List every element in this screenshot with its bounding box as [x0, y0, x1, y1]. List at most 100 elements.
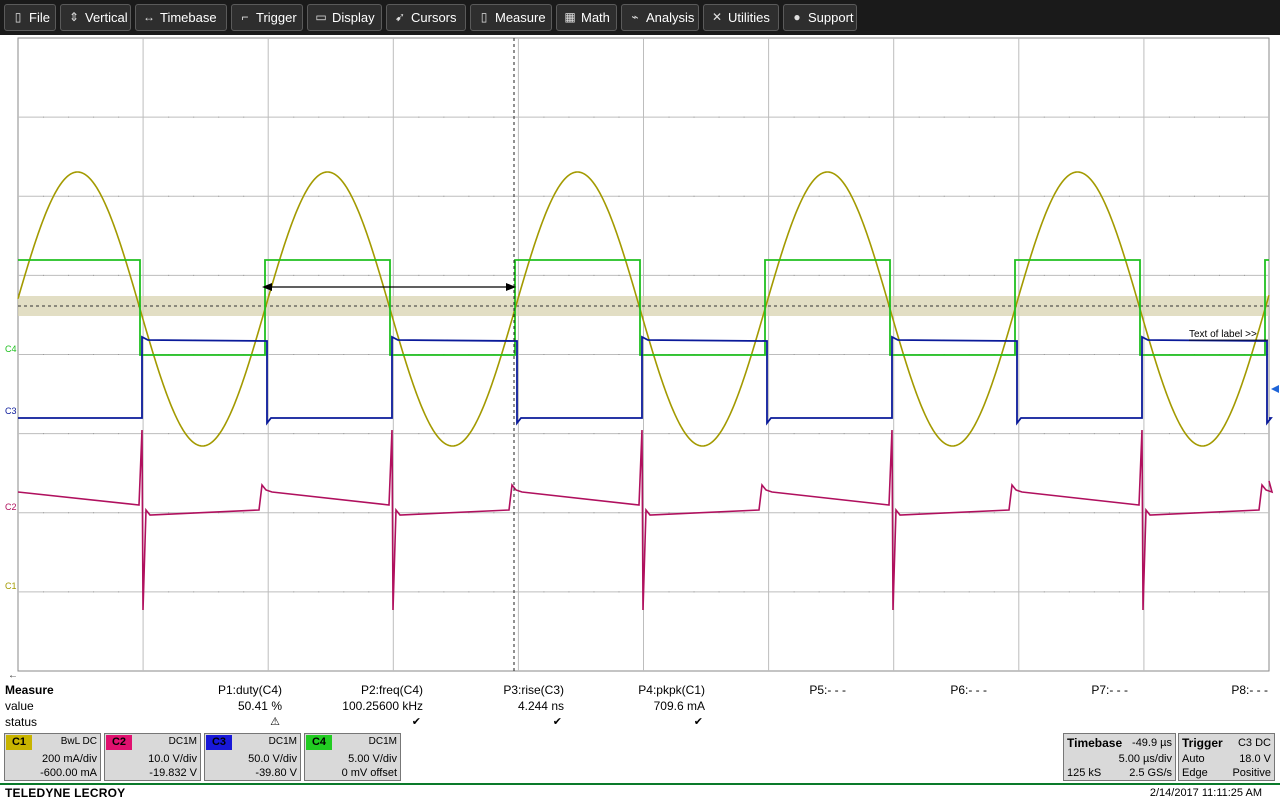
scroll-left-icon[interactable]: ←	[8, 670, 18, 681]
grid-dot	[1243, 116, 1245, 118]
channel-offset: 0 mV offset	[341, 767, 397, 779]
grid-dot	[843, 116, 845, 118]
channel-scale: 10.0 V/div	[148, 753, 197, 765]
grid-dot	[693, 274, 695, 276]
grid-dot	[118, 116, 120, 118]
grid-dot	[793, 591, 795, 593]
grid-dot	[168, 433, 170, 435]
timebase-samples: 125 kS	[1067, 767, 1102, 779]
grid-dot	[1243, 195, 1245, 197]
grid-dot	[618, 354, 620, 355]
menu-support-button[interactable]: ● Support	[783, 4, 857, 31]
channel-c1-descriptor[interactable]: C1 BwL DC 200 mA/div -600.00 mA	[4, 733, 101, 781]
menu-label: Support	[808, 10, 854, 25]
grid-dot	[568, 512, 570, 514]
menu-label: Trigger	[256, 10, 297, 25]
channel-c4-descriptor[interactable]: C4 DC1M 5.00 V/div 0 mV offset	[304, 733, 401, 781]
grid-dot	[1118, 354, 1120, 355]
grid-dot	[468, 274, 470, 276]
grid-dot	[1043, 591, 1045, 593]
grid-dot	[368, 116, 370, 118]
grid-dot	[918, 433, 920, 435]
grid-dot	[343, 591, 345, 593]
timebase-descriptor[interactable]: Timebase -49.9 µs 5.00 µs/div 125 kS 2.5 GS/…	[1063, 733, 1176, 781]
grid-dot	[1193, 116, 1195, 118]
grid-dot	[1243, 433, 1245, 435]
grid-dot	[793, 512, 795, 514]
waveform-display[interactable]: Text of label >>	[0, 35, 1280, 680]
menu-display-button[interactable]: ▭ Display	[307, 4, 382, 31]
channel-offset: -39.80 V	[255, 767, 297, 779]
menu-file-button[interactable]: ▯ File	[4, 4, 56, 31]
grid-dot	[68, 116, 70, 118]
grid-dot	[118, 512, 120, 514]
grid-dot	[618, 116, 620, 118]
trigger-descriptor[interactable]: Trigger C3 DC Auto 18.0 V Edge Positive	[1178, 733, 1275, 781]
grid-dot	[593, 512, 595, 514]
grid-dot	[568, 274, 570, 276]
grid-dot	[468, 195, 470, 197]
grid-dot	[968, 274, 970, 276]
grid-dot	[1068, 274, 1070, 276]
grid-dot	[1118, 433, 1120, 435]
channel-scale: 50.0 V/div	[248, 753, 297, 765]
channel-tag: C1	[6, 735, 32, 750]
grid-dot	[493, 274, 495, 276]
grid-dot	[793, 354, 795, 355]
grid-dot	[193, 433, 195, 435]
trigger-level-marker[interactable]	[1271, 385, 1279, 393]
menu-label: Math	[581, 10, 610, 25]
grid-dot	[168, 512, 170, 514]
grid-dot	[318, 512, 320, 514]
grid-dot	[343, 433, 345, 435]
grid-dot	[918, 274, 920, 276]
grid-dot	[668, 591, 670, 593]
grid-dot	[668, 116, 670, 118]
menu-timebase-button[interactable]: ↔ Timebase	[135, 4, 227, 31]
grid-dot	[593, 195, 595, 197]
grid-dot	[943, 195, 945, 197]
measure-table[interactable]: Measure value status P1:duty(C4) 50.41 % ⚠…	[0, 682, 1280, 732]
grid-dot	[743, 433, 745, 435]
menu-math-button[interactable]: ▦ Math	[556, 4, 617, 31]
grid-dot	[168, 591, 170, 593]
grid-dot	[1193, 274, 1195, 276]
grid-dot	[543, 116, 545, 118]
measure-param-name: P4:pkpk(C1)	[638, 683, 705, 697]
grid-dot	[543, 433, 545, 435]
grid-dot	[43, 354, 45, 355]
timebase-icon: ↔	[143, 10, 155, 24]
menu-utilities-button[interactable]: ✕ Utilities	[703, 4, 779, 31]
grid-dot	[168, 274, 170, 276]
grid-dot	[618, 274, 620, 276]
support-icon: ●	[793, 10, 801, 24]
grid-dot	[818, 195, 820, 197]
channel-c3-descriptor[interactable]: C3 DC1M 50.0 V/div -39.80 V	[204, 733, 301, 781]
menu-analysis-button[interactable]: ⌁ Analysis	[621, 4, 699, 31]
measure-value-label: value	[5, 699, 34, 713]
grid-dot	[293, 354, 295, 355]
grid-dot	[793, 274, 795, 276]
grid-dot	[568, 591, 570, 593]
channel-coupling: DC1M	[368, 736, 397, 747]
menu-measure-button[interactable]: ▯ Measure	[470, 4, 552, 31]
grid-dot	[718, 274, 720, 276]
grid-dot	[1118, 195, 1120, 197]
grid-dot	[68, 591, 70, 593]
grid-dot	[1118, 116, 1120, 118]
menu-trigger-button[interactable]: ⌐ Trigger	[231, 4, 303, 31]
measure-icon: ▯	[480, 10, 488, 24]
grid-dot	[968, 512, 970, 514]
grid-dot	[543, 512, 545, 514]
menu-vertical-button[interactable]: ⇕ Vertical	[60, 4, 131, 31]
channel-c2-descriptor[interactable]: C2 DC1M 10.0 V/div -19.832 V	[104, 733, 201, 781]
trace-annotation[interactable]: Text of label >>	[1189, 329, 1257, 340]
channel-label-c2: C2	[5, 502, 17, 512]
grid-dot	[818, 591, 820, 593]
grid-dot	[968, 195, 970, 197]
grid-dot	[368, 512, 370, 514]
grid-dot	[593, 433, 595, 435]
grid-dot	[1068, 354, 1070, 355]
grid-dot	[1093, 274, 1095, 276]
menu-cursors-button[interactable]: ➹ Cursors	[386, 4, 466, 31]
